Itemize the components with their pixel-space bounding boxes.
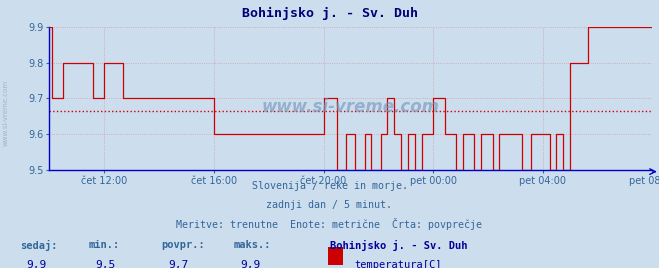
Text: www.si-vreme.com: www.si-vreme.com [262,98,440,116]
Text: Slovenija / reke in morje.: Slovenija / reke in morje. [252,181,407,191]
Text: sedaj:: sedaj: [20,240,57,251]
Text: www.si-vreme.com: www.si-vreme.com [2,80,9,146]
Text: 9,9: 9,9 [26,260,47,268]
Text: Meritve: trenutne  Enote: metrične  Črta: povprečje: Meritve: trenutne Enote: metrične Črta: … [177,218,482,230]
Text: Bohinjsko j. - Sv. Duh: Bohinjsko j. - Sv. Duh [241,7,418,20]
Text: povpr.:: povpr.: [161,240,205,250]
Text: 9,9: 9,9 [241,260,261,268]
Text: 9,7: 9,7 [168,260,188,268]
Text: min.:: min.: [89,240,120,250]
Text: maks.:: maks.: [234,240,272,250]
Text: 9,5: 9,5 [96,260,116,268]
Text: zadnji dan / 5 minut.: zadnji dan / 5 minut. [266,200,393,210]
Text: Bohinjsko j. - Sv. Duh: Bohinjsko j. - Sv. Duh [330,240,467,251]
Text: temperatura[C]: temperatura[C] [355,260,442,268]
